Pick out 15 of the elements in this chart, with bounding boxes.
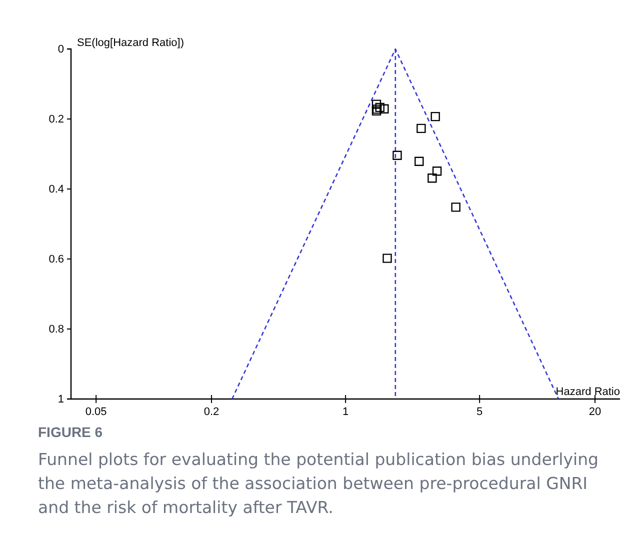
x-tick-label: 0.2	[204, 406, 220, 418]
y-axis-title: SE(log[Hazard Ratio])	[77, 37, 184, 49]
y-tick-label: 0.8	[48, 324, 64, 336]
y-tick-label: 0.6	[48, 254, 64, 266]
y-tick-label: 1	[58, 394, 64, 406]
y-tick-label: 0.4	[48, 184, 64, 196]
caption: FIGURE 6	[38, 424, 103, 440]
x-axis-title: Hazard Ratio	[556, 386, 620, 398]
x-tick-label: 1	[342, 406, 349, 418]
text: Funnel plots for evaluating the potential publication bias underlying the meta-analysis of the association between pre-procedural GNRI and the risk of mortality after TAVR.	[38, 450, 599, 517]
x-tick-label: 0.05	[85, 406, 107, 418]
x-tick-label: 5	[476, 406, 483, 418]
x-tick-label: 20	[588, 406, 602, 418]
y-tick-label: 0	[58, 44, 64, 56]
y-tick-label: 0.2	[48, 114, 64, 126]
